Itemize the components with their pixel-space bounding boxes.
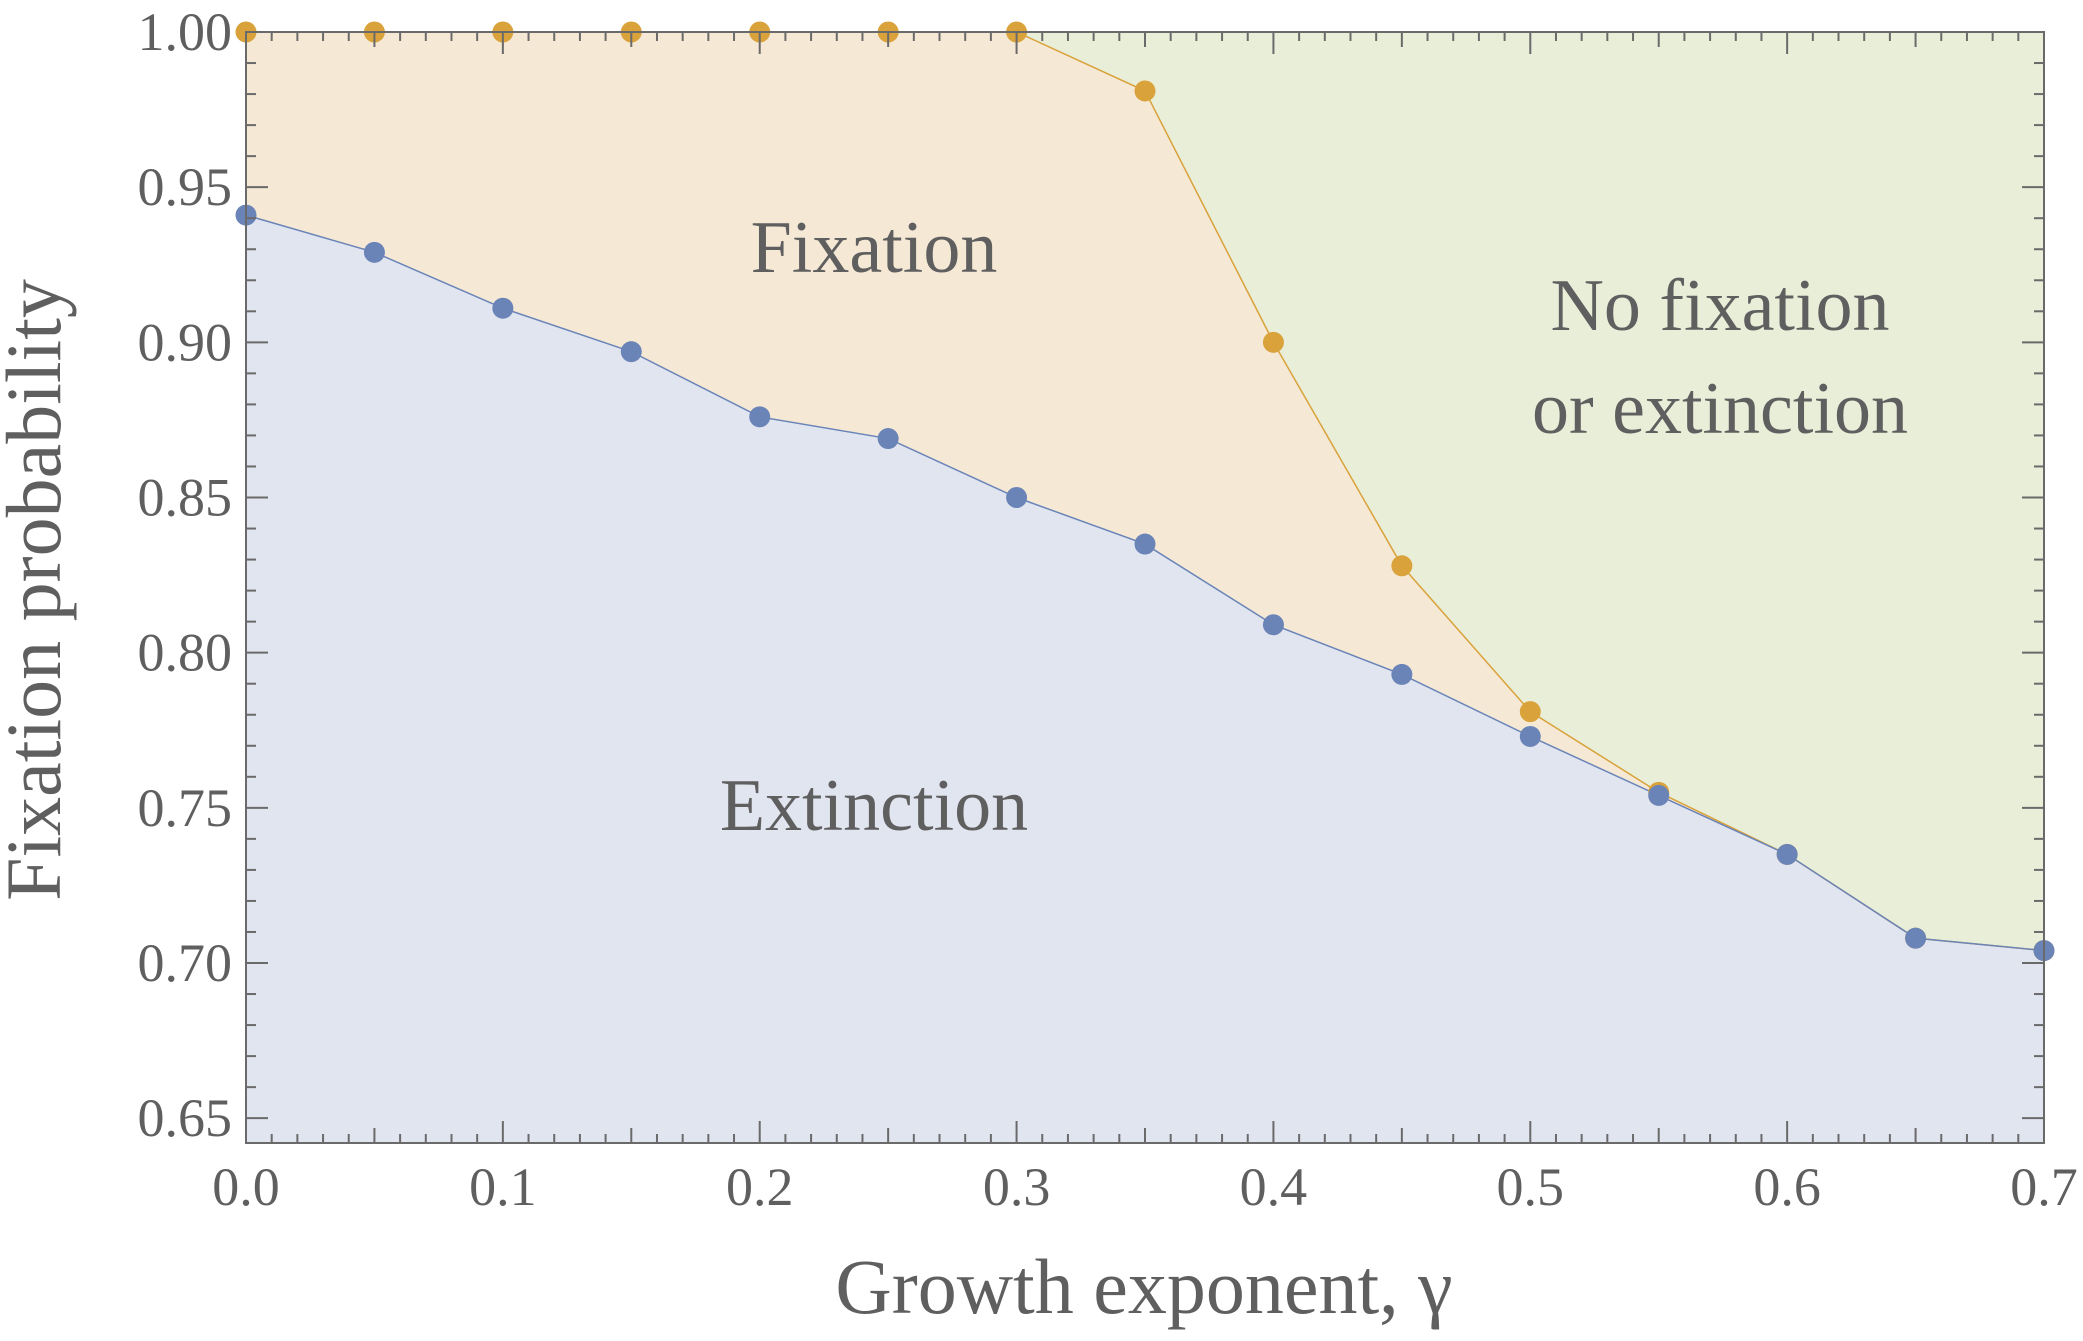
extinction-boundary-point-12 — [1776, 843, 1798, 865]
fixation-upper-point-10 — [1519, 701, 1541, 723]
y-tick-label: 0.75 — [138, 778, 233, 838]
x-tick-label: 0.2 — [726, 1157, 794, 1217]
extinction-boundary-point-10 — [1519, 725, 1541, 747]
extinction-boundary-point-7 — [1134, 533, 1156, 555]
x-tick-label: 0.5 — [1497, 1157, 1565, 1217]
region-label-extinction: Extinction — [720, 765, 1028, 847]
x-axis-title: Growth exponent, γ — [835, 1243, 1452, 1330]
extinction-boundary-point-4 — [749, 406, 771, 428]
y-axis-title: Fixation probability — [0, 279, 77, 901]
extinction-boundary-point-2 — [492, 297, 514, 319]
plot-area — [235, 21, 2055, 1144]
extinction-boundary-point-13 — [1905, 927, 1927, 949]
extinction-boundary-point-5 — [877, 428, 899, 450]
x-tick-label: 0.4 — [1240, 1157, 1308, 1217]
x-tick-label: 0.3 — [983, 1157, 1051, 1217]
region-label-no-fixation-line1: No fixation — [1550, 265, 1889, 347]
fixation-upper-point-7 — [1134, 80, 1156, 102]
y-tick-label: 0.90 — [138, 312, 233, 372]
extinction-boundary-point-1 — [363, 241, 385, 263]
fixation-upper-point-9 — [1391, 555, 1413, 577]
extinction-boundary-series-points — [235, 204, 2055, 962]
x-tick-label: 0.7 — [2010, 1157, 2078, 1217]
extinction-boundary-point-3 — [620, 341, 642, 363]
extinction-region — [246, 215, 2044, 1144]
x-tick-label: 0.1 — [469, 1157, 537, 1217]
x-tick-label: 0.6 — [1753, 1157, 1821, 1217]
x-tick-label: 0.0 — [212, 1157, 280, 1217]
extinction-boundary-point-11 — [1648, 784, 1670, 806]
extinction-boundary-point-9 — [1391, 663, 1413, 685]
y-tick-label: 1.00 — [138, 2, 233, 62]
y-tick-label: 0.80 — [138, 623, 233, 683]
y-tick-label: 0.70 — [138, 933, 233, 993]
region-label-fixation: Fixation — [751, 207, 998, 289]
region-label-no-fixation-line2: or extinction — [1532, 368, 1908, 450]
x-axis-tick-labels: 0.0 0.1 0.2 0.3 0.4 0.5 0.6 0.7 — [212, 1157, 2078, 1217]
y-tick-label: 0.65 — [138, 1088, 233, 1148]
extinction-boundary-point-8 — [1262, 614, 1284, 636]
fixation-upper-point-8 — [1262, 331, 1284, 353]
y-tick-label: 0.85 — [138, 468, 233, 528]
extinction-boundary-point-6 — [1006, 487, 1028, 509]
axis-ticks — [245, 31, 2045, 1143]
y-tick-label: 0.95 — [138, 157, 233, 217]
y-axis-tick-labels: 0.65 0.70 0.75 0.80 0.85 0.90 0.95 1.00 — [138, 2, 233, 1148]
